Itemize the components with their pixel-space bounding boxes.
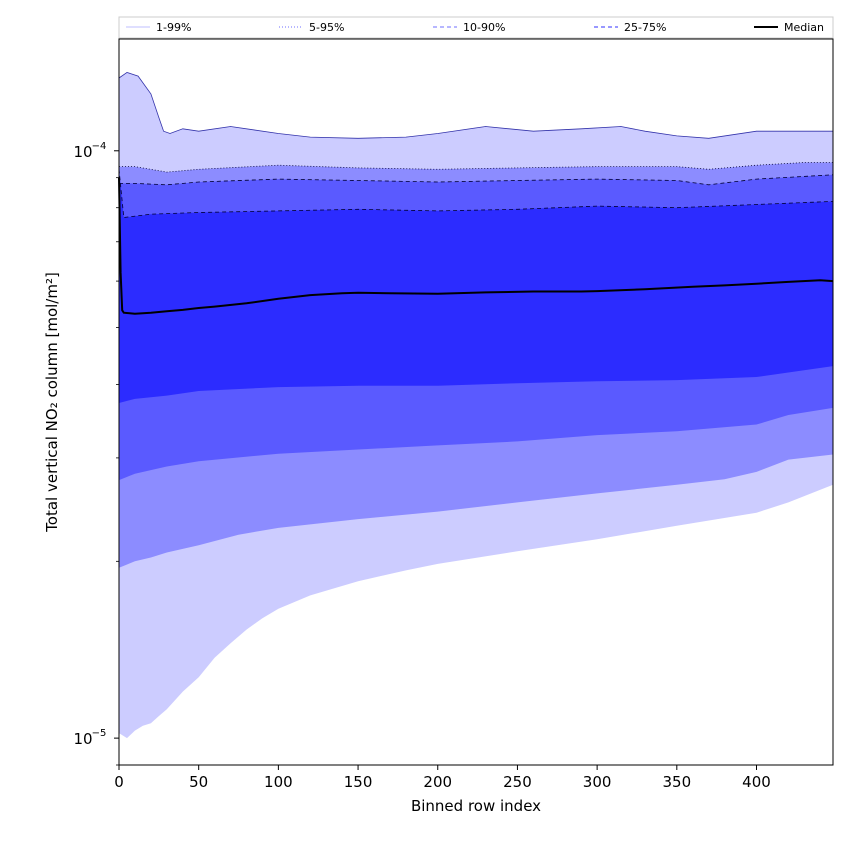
legend-label: 5-95% xyxy=(309,21,344,34)
legend: 1-99% 5-95% 10-90% 25-75% Median xyxy=(118,16,834,39)
x-tick-label: 300 xyxy=(583,773,612,791)
band-edge-25-75pct xyxy=(118,169,834,218)
x-tick-label: 200 xyxy=(423,773,452,791)
band-25-75pct xyxy=(119,169,833,403)
y-tick-exponent: −4 xyxy=(92,141,107,152)
x-tick-label: 100 xyxy=(264,773,293,791)
band-edge-5-95pct xyxy=(119,162,833,173)
x-tick-label: 0 xyxy=(114,773,124,791)
y-tick-exponent: −5 xyxy=(92,728,107,739)
legend-label: 25-75% xyxy=(624,21,666,34)
y-tick-label: 10 xyxy=(73,143,92,161)
band-edge-1-99pct xyxy=(118,71,833,139)
band-edge-10-90pct xyxy=(119,174,834,186)
x-tick-label: 250 xyxy=(503,773,532,791)
median-line xyxy=(118,177,834,315)
x-tick-label: 350 xyxy=(662,773,691,791)
legend-label: 10-90% xyxy=(463,21,505,34)
x-tick-label: 400 xyxy=(742,773,771,791)
x-axis-label: Binned row index xyxy=(411,797,541,815)
x-tick-label: 150 xyxy=(344,773,373,791)
legend-label: 1-99% xyxy=(156,21,191,34)
x-tick-label: 50 xyxy=(189,773,208,791)
legend-label: Median xyxy=(784,21,824,34)
y-axis-label: Total vertical NO₂ column [mol/m²] xyxy=(43,272,61,533)
legend-frame xyxy=(118,16,834,39)
y-tick-label: 10 xyxy=(73,730,92,748)
plot-frame xyxy=(118,38,834,766)
